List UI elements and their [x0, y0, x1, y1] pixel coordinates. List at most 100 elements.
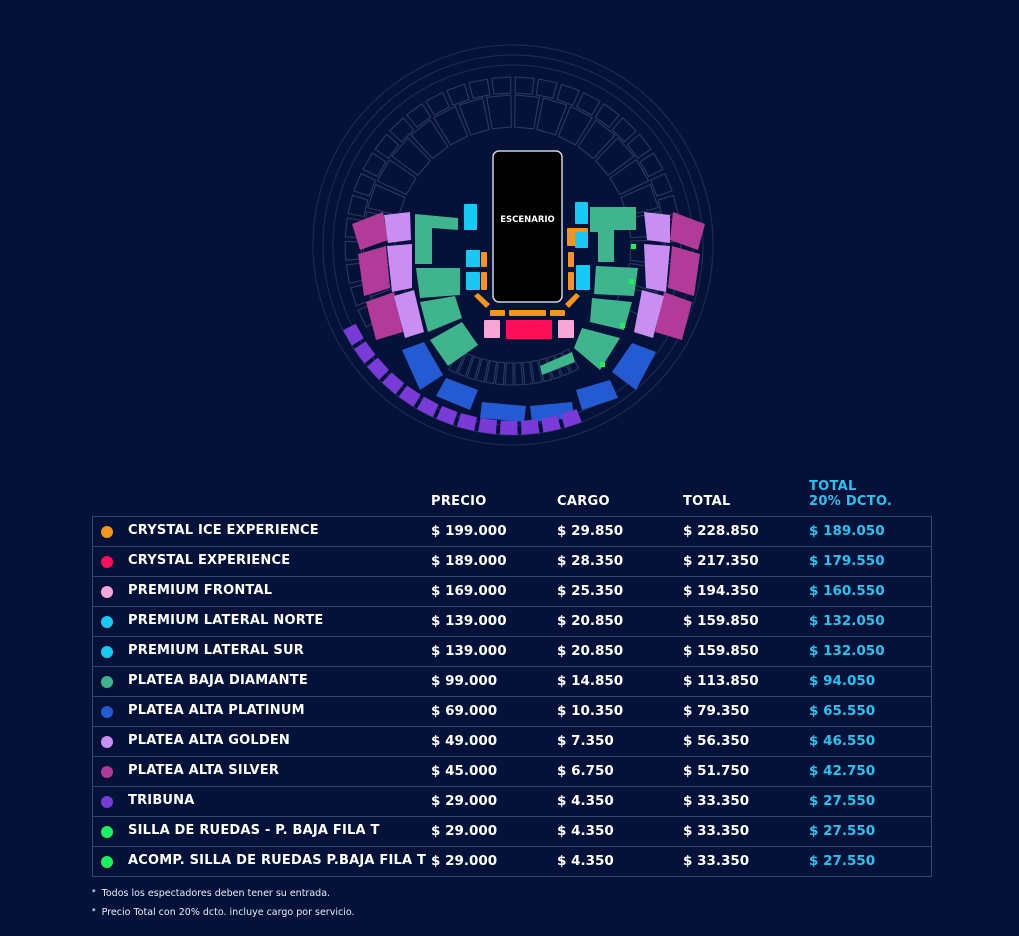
section-name: CRYSTAL EXPERIENCE: [128, 553, 291, 568]
section-name: SILLA DE RUEDAS - P. BAJA FILA T: [128, 823, 380, 838]
inactive-section: [468, 78, 491, 99]
section-name: PREMIUM LATERAL NORTE: [128, 613, 324, 628]
cell-total-descuento: $ 94.050: [809, 673, 876, 689]
inactive-section: [576, 91, 601, 116]
inactive-section: [466, 355, 482, 381]
inactive-section: [457, 352, 474, 378]
table-row[interactable]: TRIBUNA $ 29.000 $ 4.350 $ 33.350 $ 27.550: [93, 787, 931, 817]
color-dot-icon: [101, 646, 113, 658]
inactive-section: [535, 78, 558, 99]
color-dot-icon: [101, 526, 113, 538]
table-row[interactable]: CRYSTAL EXPERIENCE $ 189.000 $ 28.350 $ 217…: [93, 547, 931, 577]
inactive-section: [556, 83, 580, 106]
cell-precio: $ 199.000: [431, 523, 507, 539]
color-dot-icon: [101, 586, 113, 598]
inactive-section: [425, 91, 450, 116]
tribuna-seat-block[interactable]: [398, 385, 421, 407]
section-platea-alta-platinum[interactable]: [402, 342, 656, 422]
tribuna-seat-block[interactable]: [416, 396, 439, 418]
inactive-section: [388, 117, 415, 143]
stage-label: ESCENARIO: [500, 215, 555, 225]
cell-cargo: $ 4.350: [557, 853, 614, 869]
color-dot-icon: [101, 766, 113, 778]
section-name: PREMIUM FRONTAL: [128, 583, 273, 598]
inactive-section: [514, 362, 524, 386]
section-name: PLATEA ALTA PLATINUM: [128, 703, 305, 718]
table-row[interactable]: SILLA DE RUEDAS - P. BAJA FILA T $ 29.000…: [93, 817, 931, 847]
table-row[interactable]: PLATEA BAJA DIAMANTE $ 99.000 $ 14.850 $ 11…: [93, 667, 931, 697]
table-row[interactable]: PLATEA ALTA GOLDEN $ 49.000 $ 7.350 $ 56.35…: [93, 727, 931, 757]
table-row[interactable]: PLATEA ALTA PLATINUM $ 69.000 $ 10.350 $ 79…: [93, 697, 931, 727]
table-row[interactable]: PREMIUM FRONTAL $ 169.000 $ 25.350 $ 194.35…: [93, 577, 931, 607]
cell-cargo: $ 4.350: [557, 793, 614, 809]
tribuna-seat-block[interactable]: [343, 323, 364, 346]
cell-cargo: $ 10.350: [557, 703, 624, 719]
tribuna-seat-block[interactable]: [541, 415, 561, 433]
inactive-section: [374, 133, 400, 160]
section-name: CRYSTAL ICE EXPERIENCE: [128, 523, 319, 538]
section-platea-baja-diamante[interactable]: [415, 207, 638, 375]
tribuna-seat-block[interactable]: [499, 420, 518, 435]
inactive-section: [594, 137, 635, 176]
color-dot-icon: [101, 706, 113, 718]
cell-precio: $ 29.000: [431, 793, 498, 809]
cell-precio: $ 139.000: [431, 613, 507, 629]
cell-precio: $ 189.000: [431, 553, 507, 569]
section-name: PREMIUM LATERAL SUR: [128, 643, 304, 658]
table-row[interactable]: PLATEA ALTA SILVER $ 45.000 $ 6.750 $ 51.75…: [93, 757, 931, 787]
section-silla-de-ruedas[interactable]: [600, 244, 636, 367]
section-name: ACOMP. SILLA DE RUEDAS P.BAJA FILA T: [128, 853, 427, 868]
tribuna-seat-block[interactable]: [560, 409, 582, 428]
inactive-section: [561, 348, 580, 373]
tribuna-seat-block[interactable]: [456, 413, 478, 431]
inactive-section: [406, 102, 432, 128]
cell-precio: $ 69.000: [431, 703, 498, 719]
cell-total: $ 33.350: [683, 793, 750, 809]
inactive-section: [649, 172, 673, 197]
color-dot-icon: [101, 616, 113, 628]
section-platea-alta-silver[interactable]: [352, 212, 705, 340]
color-dot-icon: [101, 856, 113, 868]
header-precio: PRECIO: [431, 494, 487, 509]
inactive-section: [391, 137, 432, 176]
inactive-section: [494, 361, 506, 386]
inactive-section: [536, 97, 568, 136]
section-crystal-experience[interactable]: [506, 320, 552, 339]
price-table: CRYSTAL ICE EXPERIENCE $ 199.000 $ 29.850 $…: [92, 516, 932, 877]
cell-total: $ 51.750: [683, 763, 750, 779]
cell-total-descuento: $ 132.050: [809, 613, 885, 629]
inactive-section: [376, 158, 417, 196]
cell-total-descuento: $ 27.550: [809, 793, 876, 809]
inactive-section: [485, 360, 498, 385]
section-name: PLATEA ALTA SILVER: [128, 763, 280, 778]
header-total: TOTAL: [683, 494, 731, 509]
tribuna-seat-block[interactable]: [381, 372, 405, 395]
section-tribuna[interactable]: [343, 323, 582, 435]
table-row[interactable]: PREMIUM LATERAL NORTE $ 139.000 $ 20.850 $ …: [93, 607, 931, 637]
cell-total: $ 79.350: [683, 703, 750, 719]
inactive-section: [611, 117, 638, 143]
section-platea-alta-golden[interactable]: [384, 212, 670, 338]
cell-total: $ 159.850: [683, 613, 759, 629]
cell-total: $ 56.350: [683, 733, 750, 749]
tribuna-seat-block[interactable]: [367, 357, 389, 380]
cell-cargo: $ 20.850: [557, 643, 624, 659]
stage: ESCENARIO: [492, 150, 563, 303]
tribuna-seat-block[interactable]: [436, 406, 458, 426]
tribuna-seat-block[interactable]: [520, 419, 540, 435]
table-row[interactable]: PREMIUM LATERAL SUR $ 139.000 $ 20.850 $ 15…: [93, 637, 931, 667]
table-row[interactable]: CRYSTAL ICE EXPERIENCE $ 199.000 $ 29.850 $…: [93, 517, 931, 547]
table-row[interactable]: ACOMP. SILLA DE RUEDAS P.BAJA FILA T $ 29…: [93, 847, 931, 877]
section-premium-frontal[interactable]: [484, 320, 574, 338]
color-dot-icon: [101, 556, 113, 568]
inactive-section: [514, 76, 535, 95]
section-premium-lateral[interactable]: [464, 202, 590, 290]
color-dot-icon: [101, 826, 113, 838]
cell-total-descuento: $ 27.550: [809, 853, 876, 869]
tribuna-seat-block[interactable]: [478, 417, 498, 435]
inactive-section: [639, 152, 664, 178]
footnote: * Precio Total con 20% dcto. incluye carg…: [92, 907, 355, 918]
cell-cargo: $ 25.350: [557, 583, 624, 599]
tribuna-seat-block[interactable]: [354, 341, 376, 364]
cell-precio: $ 29.000: [431, 853, 498, 869]
